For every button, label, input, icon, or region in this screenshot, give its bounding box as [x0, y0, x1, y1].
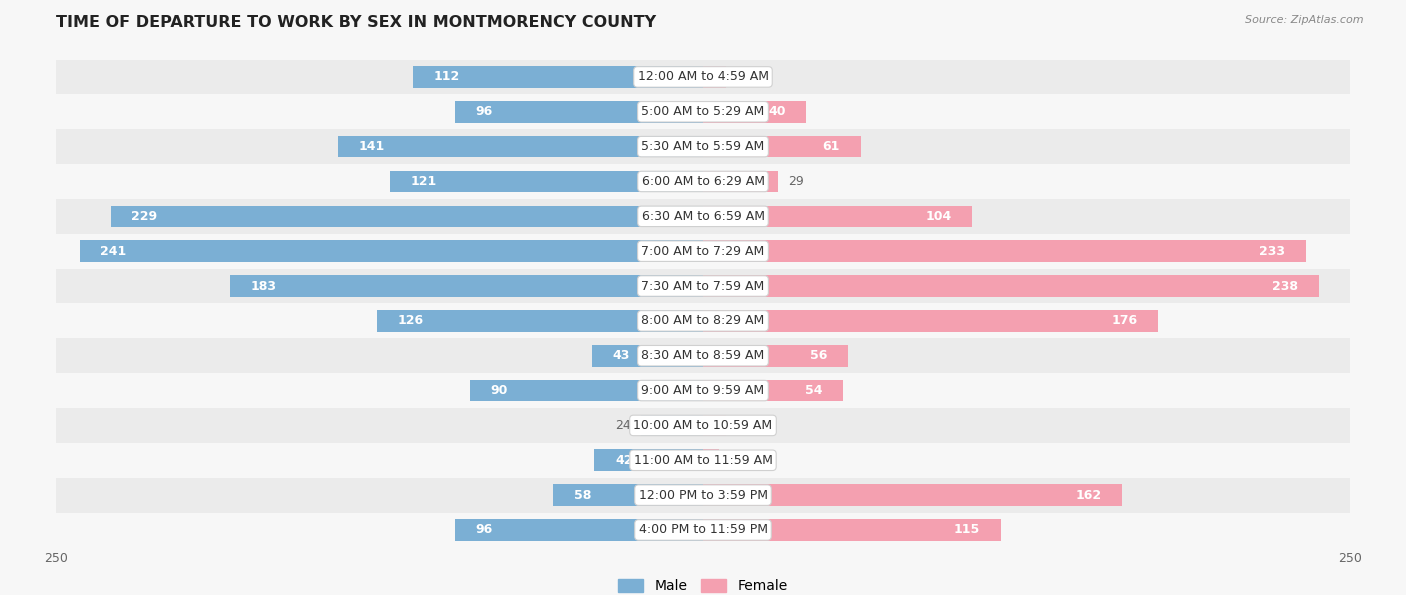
Text: 6: 6	[728, 454, 737, 466]
Bar	[703, 415, 727, 436]
Text: 8:30 AM to 8:59 AM: 8:30 AM to 8:59 AM	[641, 349, 765, 362]
Legend: Male, Female: Male, Female	[613, 574, 793, 595]
Bar	[56, 60, 1350, 95]
Text: 8:00 AM to 8:29 AM: 8:00 AM to 8:29 AM	[641, 314, 765, 327]
Text: 96: 96	[475, 524, 492, 537]
Text: 43: 43	[613, 349, 630, 362]
Text: 241: 241	[100, 245, 127, 258]
Text: 40: 40	[768, 105, 786, 118]
Text: 6:00 AM to 6:29 AM: 6:00 AM to 6:29 AM	[641, 175, 765, 188]
Bar	[56, 512, 1350, 547]
Bar	[703, 171, 778, 192]
Text: 61: 61	[823, 140, 841, 153]
Bar	[454, 519, 703, 541]
Bar	[703, 101, 807, 123]
Text: 5:00 AM to 5:29 AM: 5:00 AM to 5:29 AM	[641, 105, 765, 118]
Text: 183: 183	[250, 280, 276, 293]
Text: 121: 121	[411, 175, 437, 188]
Text: Source: ZipAtlas.com: Source: ZipAtlas.com	[1246, 15, 1364, 25]
Bar	[703, 310, 1159, 331]
Bar	[703, 380, 842, 402]
Bar	[595, 449, 703, 471]
Text: 12:00 PM to 3:59 PM: 12:00 PM to 3:59 PM	[638, 488, 768, 502]
Bar	[56, 443, 1350, 478]
Bar	[56, 339, 1350, 373]
Text: 54: 54	[804, 384, 823, 397]
Bar	[56, 129, 1350, 164]
Bar	[703, 66, 727, 87]
Text: 9: 9	[737, 419, 745, 432]
Text: 24: 24	[614, 419, 630, 432]
Bar	[641, 415, 703, 436]
Text: 90: 90	[491, 384, 508, 397]
Text: 12:00 AM to 4:59 AM: 12:00 AM to 4:59 AM	[637, 70, 769, 83]
Text: 104: 104	[925, 210, 952, 223]
Bar	[703, 205, 972, 227]
Bar	[339, 136, 703, 158]
Bar	[470, 380, 703, 402]
Bar	[56, 373, 1350, 408]
Text: 176: 176	[1112, 314, 1137, 327]
Text: 9:00 AM to 9:59 AM: 9:00 AM to 9:59 AM	[641, 384, 765, 397]
Bar	[413, 66, 703, 87]
Bar	[56, 199, 1350, 234]
Bar	[703, 136, 860, 158]
Text: 7:30 AM to 7:59 AM: 7:30 AM to 7:59 AM	[641, 280, 765, 293]
Text: 11:00 AM to 11:59 AM: 11:00 AM to 11:59 AM	[634, 454, 772, 466]
Bar	[703, 275, 1319, 297]
Bar	[592, 345, 703, 367]
Bar	[56, 268, 1350, 303]
Bar	[56, 234, 1350, 268]
Bar	[56, 95, 1350, 129]
Text: 233: 233	[1260, 245, 1285, 258]
Text: 42: 42	[614, 454, 633, 466]
Bar	[703, 240, 1306, 262]
Text: 229: 229	[131, 210, 157, 223]
Text: 112: 112	[434, 70, 460, 83]
Bar	[703, 345, 848, 367]
Bar	[377, 310, 703, 331]
Bar	[111, 205, 703, 227]
Text: 238: 238	[1272, 280, 1298, 293]
Text: 96: 96	[475, 105, 492, 118]
Text: 115: 115	[953, 524, 980, 537]
Bar	[229, 275, 703, 297]
Text: 56: 56	[810, 349, 827, 362]
Text: 162: 162	[1076, 488, 1101, 502]
Text: 58: 58	[574, 488, 591, 502]
Bar	[703, 449, 718, 471]
Bar	[56, 303, 1350, 339]
Bar	[553, 484, 703, 506]
Text: 29: 29	[789, 175, 804, 188]
Bar	[56, 164, 1350, 199]
Text: TIME OF DEPARTURE TO WORK BY SEX IN MONTMORENCY COUNTY: TIME OF DEPARTURE TO WORK BY SEX IN MONT…	[56, 15, 657, 30]
Bar	[389, 171, 703, 192]
Bar	[703, 484, 1122, 506]
Text: 6:30 AM to 6:59 AM: 6:30 AM to 6:59 AM	[641, 210, 765, 223]
Bar	[56, 478, 1350, 512]
Text: 9: 9	[737, 70, 745, 83]
Text: 10:00 AM to 10:59 AM: 10:00 AM to 10:59 AM	[634, 419, 772, 432]
Text: 126: 126	[398, 314, 423, 327]
Bar	[703, 519, 1001, 541]
Text: 141: 141	[359, 140, 385, 153]
Text: 4:00 PM to 11:59 PM: 4:00 PM to 11:59 PM	[638, 524, 768, 537]
Text: 7:00 AM to 7:29 AM: 7:00 AM to 7:29 AM	[641, 245, 765, 258]
Bar	[454, 101, 703, 123]
Text: 5:30 AM to 5:59 AM: 5:30 AM to 5:59 AM	[641, 140, 765, 153]
Bar	[56, 408, 1350, 443]
Bar	[80, 240, 703, 262]
